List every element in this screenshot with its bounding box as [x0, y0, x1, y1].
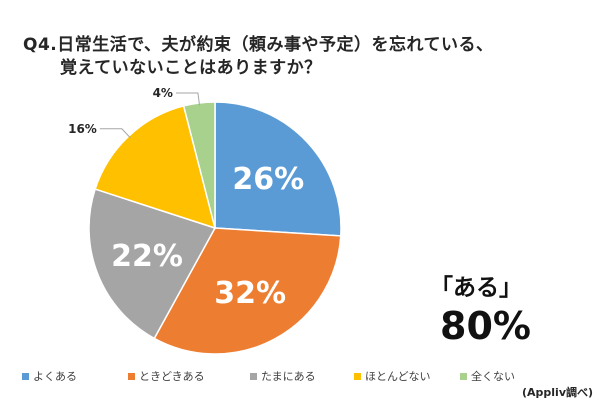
- slice-label-3: 22%: [111, 239, 183, 274]
- source-note: (Appliv調べ): [522, 386, 594, 399]
- pie-slices: [88, 101, 342, 355]
- legend-swatch-5: [460, 373, 467, 380]
- slice-label-4: 16%: [68, 122, 97, 136]
- leader-line-4: [99, 128, 131, 139]
- legend-swatch-2: [128, 373, 135, 380]
- legend-swatch-4: [354, 373, 361, 380]
- chart-title-line-2: 覚えていないことはありますか？: [60, 58, 322, 78]
- slice-label-5: 4%: [153, 86, 173, 100]
- legend-swatch-1: [22, 373, 29, 380]
- callout-value: 80%: [440, 304, 531, 348]
- pie-slice-1: [214, 101, 342, 237]
- pie-slice-3: [88, 188, 217, 340]
- chart-title-line-1: Q4.日常生活で、夫が約束（頼み事や予定）を忘れている、: [23, 35, 494, 55]
- callout-label: 「ある」: [430, 275, 522, 301]
- pie-slice-2: [153, 227, 342, 355]
- slice-label-1: 26%: [232, 162, 304, 197]
- legend: よくある ときどきある たまにある ほとんどない 全くない: [22, 369, 515, 383]
- legend-swatch-3: [250, 373, 257, 380]
- legend-label-4: ほとんどない: [365, 370, 430, 383]
- pie-labels: 26% 32% 22% 16% 4%: [68, 86, 304, 311]
- slice-label-2: 32%: [214, 276, 286, 311]
- legend-label-5: 全くない: [471, 369, 515, 383]
- legend-label-2: ときどきある: [139, 370, 205, 383]
- legend-label-1: よくある: [33, 370, 77, 383]
- leader-line-5: [175, 92, 201, 106]
- legend-label-3: たまにある: [261, 370, 316, 383]
